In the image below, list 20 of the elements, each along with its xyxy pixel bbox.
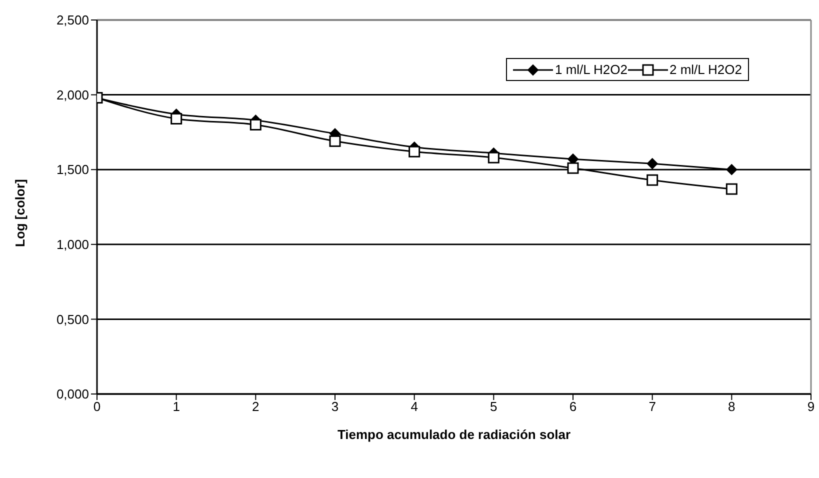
legend-label: 1 ml/L H2O2 [555, 62, 628, 77]
x-tick-label: 1 [172, 399, 180, 414]
y-tick-label: 1,500 [56, 162, 89, 178]
x-axis-title: Tiempo acumulado de radiación solar [337, 427, 571, 442]
x-tick-label: 6 [569, 399, 577, 414]
y-axis-title: Log [color] [12, 179, 28, 247]
x-tick-label: 2 [252, 399, 260, 414]
y-tick-label: 2,500 [56, 12, 89, 28]
y-tick-label: 0,000 [56, 386, 89, 402]
x-tick-label: 5 [490, 399, 498, 414]
x-tick-label: 7 [648, 399, 656, 414]
y-tick-label: 0,500 [56, 312, 89, 327]
x-tick-label: 8 [728, 399, 736, 414]
x-tick-label: 3 [331, 399, 339, 414]
y-tick-label: 2,000 [56, 87, 89, 102]
legend-label: 2 ml/L H2O2 [670, 62, 742, 77]
x-tick-label: 0 [93, 399, 101, 414]
y-tick-label: 1,000 [56, 237, 89, 252]
x-tick-label: 4 [410, 399, 418, 414]
x-tick-label: 9 [807, 399, 815, 414]
